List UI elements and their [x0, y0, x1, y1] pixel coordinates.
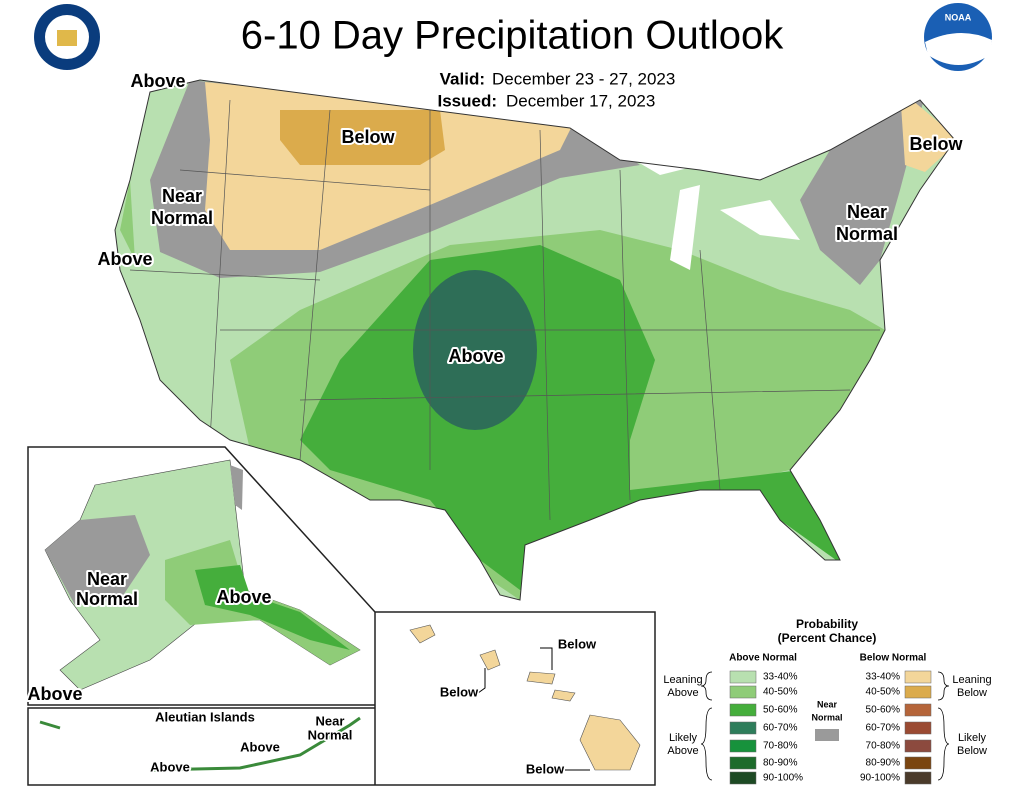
- conus-outline: [114, 79, 956, 601]
- legend-range: 70-80%: [866, 741, 901, 752]
- region-label: Above: [130, 71, 185, 91]
- region-label: Normal: [151, 208, 213, 228]
- region-label: Below: [526, 761, 565, 776]
- legend-swatch: [904, 739, 932, 753]
- region-label: Near: [162, 186, 202, 206]
- region-label: Below: [909, 134, 963, 154]
- legend-range: 33-40%: [866, 672, 901, 683]
- legend-group-label: Leaning: [663, 674, 702, 686]
- legend-range: 80-90%: [763, 758, 798, 769]
- legend-range: 90-100%: [763, 773, 803, 784]
- issued-label: Issued:: [437, 91, 497, 110]
- legend-group-label: Likely: [958, 732, 987, 744]
- valid-dates: December 23 - 27, 2023: [492, 69, 675, 88]
- legend-title: Probability: [796, 617, 858, 631]
- legend-group-label: Below: [957, 687, 987, 699]
- alaska-near: [45, 515, 150, 605]
- legend-swatch: [729, 721, 757, 735]
- noaa-logo: NOAA: [924, 3, 992, 71]
- region-label: Above: [216, 587, 271, 607]
- region-label: Above: [448, 346, 503, 366]
- legend-swatch: [729, 756, 757, 770]
- hawaii-islands: [409, 624, 641, 771]
- near-normal-swatch: [815, 729, 839, 741]
- legend-braces: [700, 671, 950, 781]
- legend-range: 60-70%: [763, 723, 798, 734]
- noaa-text: NOAA: [945, 12, 972, 22]
- legend-swatch: [729, 703, 757, 717]
- title: 6-10 Day Precipitation Outlook: [241, 14, 785, 58]
- region-label: Normal: [308, 727, 353, 742]
- aleutian-title: Aleutian Islands: [155, 709, 255, 724]
- legend-swatch: [729, 670, 757, 684]
- legend-range: 70-80%: [763, 741, 798, 752]
- legend-swatch: [729, 739, 757, 753]
- legend-range: 90-100%: [860, 773, 900, 784]
- legend-swatch: [729, 685, 757, 699]
- region-label: Normal: [76, 589, 138, 609]
- legend-subtitle: (Percent Chance): [778, 631, 877, 645]
- commerce-seal: [34, 4, 100, 70]
- alaska-near-east: [230, 465, 243, 510]
- legend-swatch: [729, 771, 757, 785]
- region-label: Above: [27, 684, 82, 704]
- leader-lines: [477, 647, 590, 771]
- legend-range: 80-90%: [866, 758, 901, 769]
- legend-range: 40-50%: [763, 687, 798, 698]
- region-label: Below: [341, 127, 395, 147]
- legend-swatch: [904, 670, 932, 684]
- legend-group-label: Normal: [811, 712, 842, 722]
- region-label: Below: [558, 636, 597, 651]
- region-label: Above: [150, 759, 190, 774]
- legend-range: 50-60%: [763, 705, 798, 716]
- legend-above-header: Above Normal: [729, 653, 797, 664]
- legend-swatch: [904, 685, 932, 699]
- region-label: Normal: [836, 224, 898, 244]
- legend-range: 60-70%: [866, 723, 901, 734]
- issued-date: December 17, 2023: [506, 91, 655, 110]
- valid-label: Valid:: [440, 69, 485, 88]
- aleutian-islands: [39, 716, 361, 772]
- legend-swatch: [904, 756, 932, 770]
- legend-range: 40-50%: [866, 687, 901, 698]
- legend-group-label: Below: [957, 745, 987, 757]
- region-label: Below: [440, 684, 479, 699]
- legend-group-label: Likely: [669, 732, 698, 744]
- alaska-likely: [195, 565, 350, 650]
- legend-swatch: [904, 703, 932, 717]
- legend-range: 33-40%: [763, 672, 798, 683]
- legend-group-label: Above: [667, 745, 698, 757]
- legend-group-label: Above: [667, 687, 698, 699]
- legend-group-label: Leaning: [952, 674, 991, 686]
- region-label: Above: [240, 739, 280, 754]
- region-label: Near: [847, 202, 887, 222]
- legend-range: 50-60%: [866, 705, 901, 716]
- region-label: Near: [316, 713, 345, 728]
- region-label: Above: [97, 249, 152, 269]
- legend-swatch: [904, 771, 932, 785]
- legend-swatch: [904, 721, 932, 735]
- legend-group-label: Near: [817, 699, 838, 709]
- region-label: Near: [87, 569, 127, 589]
- state-lines: [129, 99, 880, 521]
- legend-below-header: Below Normal: [860, 653, 927, 664]
